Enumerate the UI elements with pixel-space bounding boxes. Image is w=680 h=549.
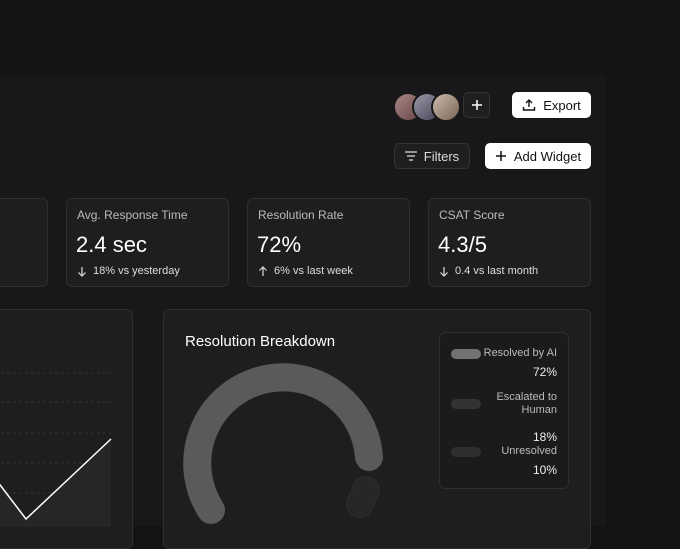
- avatar[interactable]: [431, 92, 461, 122]
- filters-label: Filters: [423, 148, 460, 164]
- kpi-card: Resolution Rate 72% 6% vs last week: [247, 198, 410, 287]
- upload-icon: [523, 99, 536, 111]
- legend-label: Unresolved: [501, 445, 557, 457]
- legend-swatch: [451, 349, 481, 359]
- kpi-change: 6% vs last week: [258, 265, 353, 277]
- kpi-change-text: 18% vs yesterday: [93, 265, 180, 277]
- trend-arrow: [440, 266, 448, 277]
- legend-swatch: [451, 399, 481, 409]
- kpi-change-text: 0.4 vs last month: [455, 265, 539, 277]
- kpi-value: 4.3/5: [438, 232, 487, 257]
- trend-arrow: [78, 266, 86, 277]
- legend-value: 10%: [532, 463, 557, 477]
- legend-value: 72%: [532, 365, 557, 379]
- kpi-change: 18% vs yesterday: [77, 265, 180, 277]
- legend-swatch: [451, 447, 481, 457]
- add-widget-label: Add Widget: [513, 148, 582, 164]
- legend-label: Escalated to Human: [496, 391, 557, 416]
- legend: Resolved by AI 72% Escalated to Human 18% Un…: [439, 332, 569, 489]
- kpi-card: CSAT Score 4.3/5 0.4 vs last month: [428, 198, 591, 287]
- filters-button[interactable]: Filters: [394, 143, 470, 169]
- kpi-card: Avg. Response Time 2.4 sec 18% vs yesterda…: [66, 198, 229, 287]
- donut-chart: [183, 363, 383, 524]
- legend-label: Resolved by AI: [483, 347, 557, 359]
- kpi-label: Avg. Response Time: [77, 208, 188, 222]
- add-member-button[interactable]: [463, 92, 490, 118]
- kpi-change: 0.4 vs last month: [439, 265, 538, 277]
- filter-icon: [404, 151, 417, 161]
- line-chart: [0, 372, 112, 527]
- kpi-card: [0, 198, 48, 287]
- kpi-label: CSAT Score: [439, 208, 505, 222]
- legend-value: 18%: [532, 430, 557, 444]
- trend-arrow: [259, 265, 267, 276]
- page: Export Filters Add Widget Avg. Response …: [0, 92, 591, 549]
- kpi-label: Resolution Rate: [258, 208, 344, 222]
- add-widget-button[interactable]: Add Widget: [485, 143, 591, 169]
- export-button[interactable]: Export: [512, 92, 591, 118]
- chart-card: [0, 309, 133, 549]
- export-label: Export: [543, 97, 581, 113]
- breakdown-title: Resolution Breakdown: [185, 333, 336, 350]
- plus-icon: [471, 100, 482, 110]
- plus-icon: [495, 151, 506, 161]
- kpi-value: 2.4 sec: [76, 232, 147, 257]
- kpi-value: 72%: [257, 232, 302, 257]
- breakdown-card: Resolution Breakdown Resolved by AI 72% Es…: [163, 309, 591, 549]
- kpi-change-text: 6% vs last week: [274, 265, 353, 277]
